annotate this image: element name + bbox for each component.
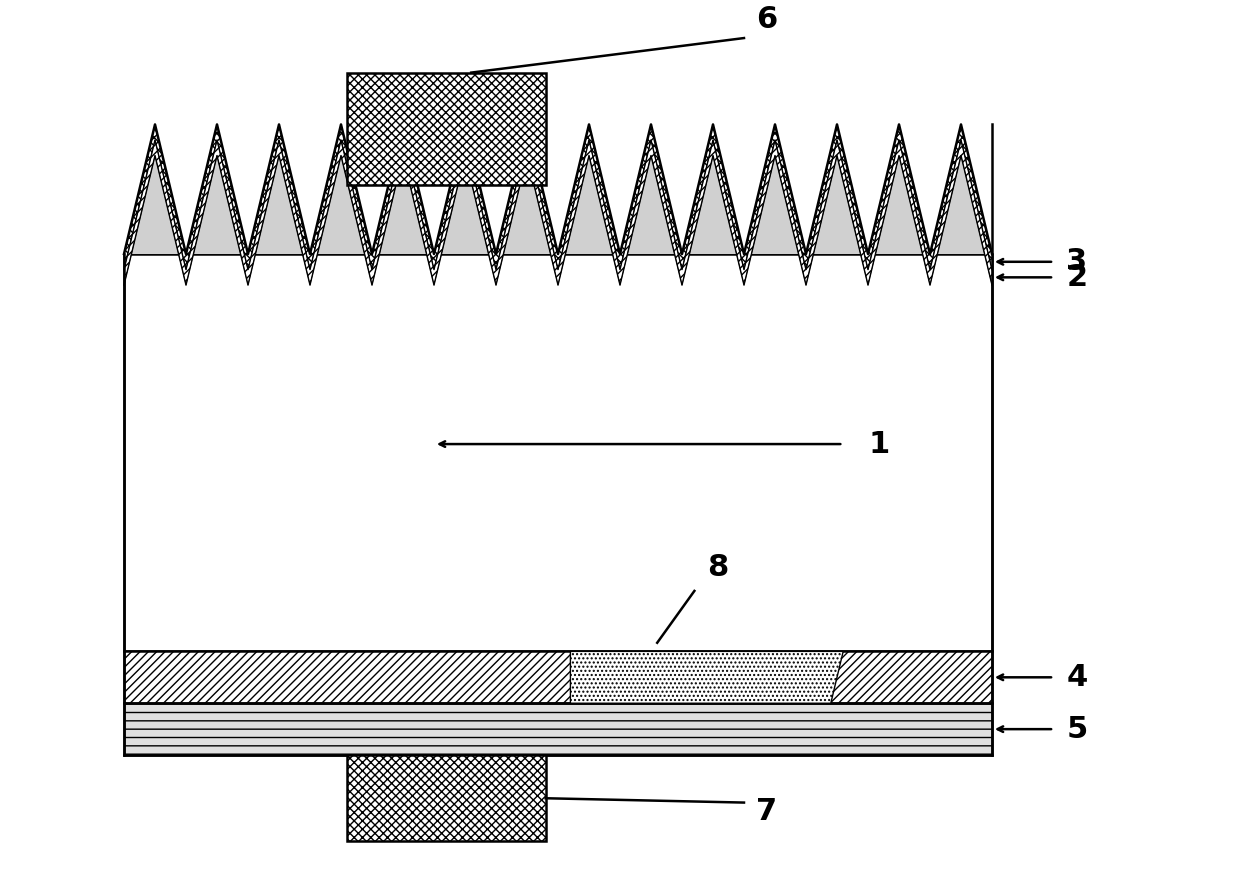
Text: 6: 6: [756, 4, 777, 34]
Text: 2: 2: [1066, 263, 1087, 292]
Text: 7: 7: [756, 796, 777, 826]
Text: 5: 5: [1066, 715, 1087, 744]
Text: 4: 4: [1066, 663, 1087, 692]
Bar: [347, 73, 546, 185]
Text: 1: 1: [868, 429, 889, 458]
Bar: [124, 254, 992, 652]
Bar: [124, 703, 992, 755]
Polygon shape: [124, 124, 992, 270]
Polygon shape: [124, 156, 992, 285]
Text: 8: 8: [707, 554, 728, 583]
Polygon shape: [124, 140, 992, 285]
Bar: [124, 652, 992, 703]
Polygon shape: [570, 652, 843, 703]
Bar: [347, 755, 546, 842]
Text: 3: 3: [1066, 247, 1087, 276]
